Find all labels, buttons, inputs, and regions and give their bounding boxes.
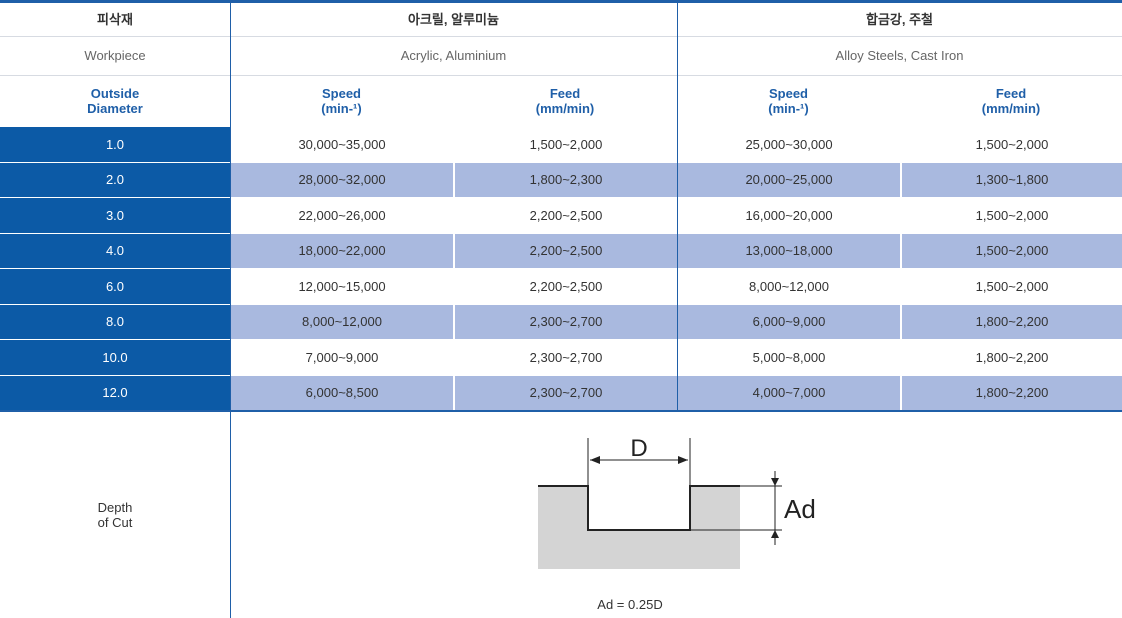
column-header-speed-line2: (min-¹) [768,101,809,116]
workpiece-shape [538,486,740,569]
arrow-down-icon [771,478,779,486]
depth-of-cut-diagram: D Ad [538,435,816,569]
slot-outline [538,485,740,531]
row-feed-2: 1,500~2,000 [900,127,1122,162]
column-header-speed-line2: (min-¹) [321,101,362,116]
row-feed-2: 1,800~2,200 [900,304,1122,339]
row-feed-2: 1,500~2,000 [900,198,1122,233]
column-header-speed-1: Speed (min-¹) [230,76,453,126]
row-feed-1: 2,300~2,700 [453,304,677,339]
row-speed-2: 5,000~8,000 [752,349,826,365]
row-speed-1: 30,000~35,000 [298,136,386,152]
column-header-diameter-line1: Outside [90,86,140,101]
row-speed-2: 8,000~12,000 [749,278,829,294]
column-header-feed-line2: (mm/min) [981,101,1041,116]
row-feed-2: 1,500~2,000 [900,269,1122,304]
arrow-right-icon [678,456,688,464]
row-diameter: 10.0 [0,340,230,375]
header-group2-english: Alloy Steels, Cast Iron [835,48,964,63]
column-header-diameter-line2: Diameter [87,101,143,116]
top-rule [0,0,1122,3]
row-feed-2: 1,800~2,200 [900,375,1122,410]
row-speed-2: 13,000~18,000 [678,233,900,268]
depth-of-cut-label: Depth of Cut [0,412,230,618]
column-header-feed-2: Feed (mm/min) [900,76,1122,126]
column-header-speed-2: Speed (min-¹) [677,76,900,126]
row-diameter: 2.0 [0,162,230,197]
row-speed-2: 25,000~30,000 [745,136,833,152]
column-header-speed-line1: Speed [321,86,361,101]
row-feed-2: 1,300~1,800 [900,162,1122,197]
header-group2-korean: 합금강, 주철 [865,11,934,27]
row-feed-2: 1,500~2,000 [900,233,1122,268]
row-speed-1: 6,000~8,500 [231,375,453,410]
column-header-diameter: Outside Diameter [0,76,230,126]
row-speed-2: 20,000~25,000 [678,162,900,197]
row-diameter: 6.0 [0,269,230,304]
row-diameter: 4.0 [0,233,230,268]
divider [0,36,1122,37]
row-speed-2: 16,000~20,000 [745,207,833,223]
row-feed-1: 2,200~2,500 [453,233,677,268]
column-header-feed-1: Feed (mm/min) [453,76,677,126]
ad-label: Ad [784,494,816,524]
header-group1-korean: 아크릴, 알루미늄 [408,11,499,27]
row-speed-1: 28,000~32,000 [231,162,453,197]
row-feed-2: 1,800~2,200 [900,340,1122,375]
header-workpiece-english: Workpiece [84,48,146,63]
d-label: D [630,435,647,462]
row-speed-2: 4,000~7,000 [678,375,900,410]
row-speed-1: 8,000~12,000 [231,304,453,339]
row-feed-1: 2,200~2,500 [453,198,677,233]
header-group1-english: Acrylic, Aluminium [400,48,507,63]
depth-formula: Ad = 0.25D [597,597,663,612]
column-divider [677,3,678,411]
row-feed-1: 2,300~2,700 [453,340,677,375]
row-feed-1: 1,800~2,300 [453,162,677,197]
column-header-speed-line1: Speed [768,86,808,101]
divider [0,75,1122,76]
row-feed-1: 1,500~2,000 [453,127,677,162]
row-speed-1: 7,000~9,000 [305,349,379,365]
row-feed-1: 2,200~2,500 [453,269,677,304]
row-diameter: 1.0 [0,127,230,162]
row-feed-1: 2,300~2,700 [453,375,677,410]
row-speed-1: 18,000~22,000 [231,233,453,268]
column-header-feed-line1: Feed [995,86,1027,101]
row-speed-1: 12,000~15,000 [298,278,386,294]
table-bottom-rule [0,410,1122,412]
row-speed-2: 6,000~9,000 [678,304,900,339]
row-diameter: 8.0 [0,304,230,339]
column-divider [230,3,231,618]
column-header-feed-line2: (mm/min) [535,101,595,116]
row-diameter: 12.0 [0,375,230,410]
depth-label-line2: of Cut [97,515,133,530]
depth-label-line1: Depth [97,500,133,515]
header-workpiece-korean: 피삭재 [97,11,133,27]
row-speed-1: 22,000~26,000 [298,207,386,223]
column-header-feed-line1: Feed [549,86,581,101]
arrow-up-icon [771,530,779,538]
arrow-left-icon [590,456,600,464]
row-diameter: 3.0 [0,198,230,233]
